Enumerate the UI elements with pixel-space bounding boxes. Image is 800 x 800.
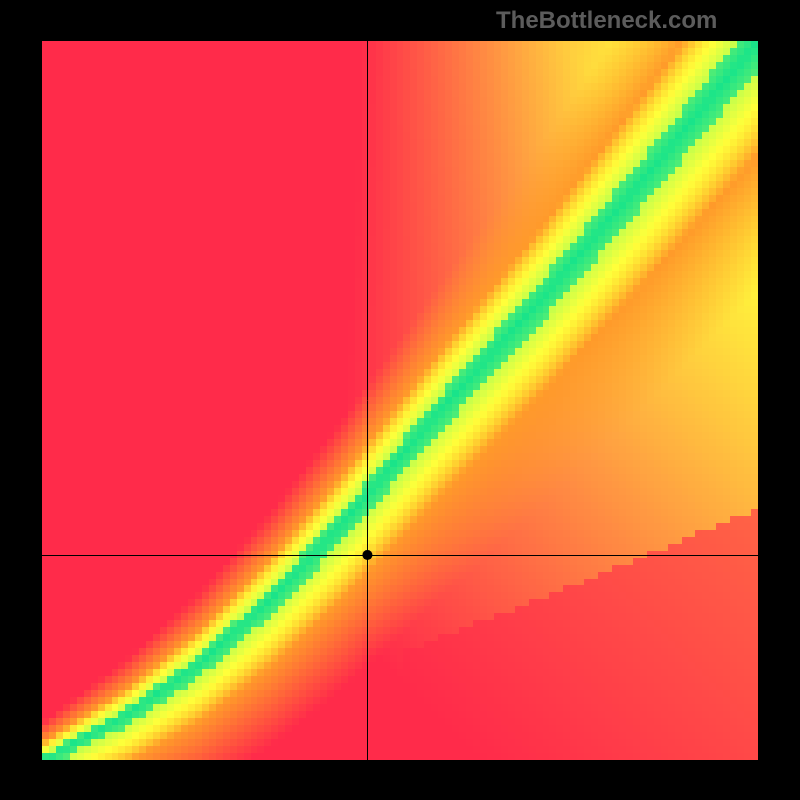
- chart-frame: TheBottleneck.com: [0, 0, 800, 800]
- crosshair-overlay: [42, 41, 758, 760]
- source-watermark: TheBottleneck.com: [496, 7, 717, 35]
